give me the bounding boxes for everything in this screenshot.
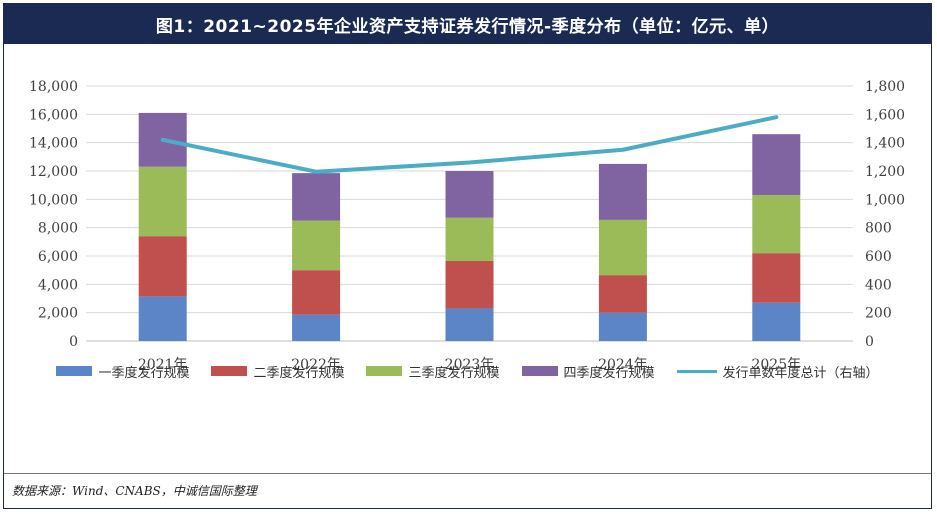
legend-line-swatch: [676, 369, 717, 373]
legend-label: 一季度发行规模: [98, 365, 190, 381]
legend-label: 二季度发行规模: [253, 365, 345, 381]
bar-segment: [445, 308, 494, 341]
legend-swatch: [366, 366, 403, 376]
legend-swatch: [211, 366, 248, 376]
x-tick-label: 2023年: [445, 357, 495, 373]
bar-segment: [752, 302, 801, 341]
chart-svg: 0 0 2,000 200 4,000 400 6,000 600 8,000 800 10,000…: [29, 79, 905, 373]
y-right-tick-label: 800: [865, 221, 892, 237]
legend-item: 二季度发行规模: [211, 362, 344, 381]
legend-swatch: [521, 366, 558, 376]
y-right-tick-label: 200: [865, 306, 892, 322]
legend-item: 发行单数年度总计（右轴）: [676, 362, 879, 381]
bar-segment: [598, 163, 647, 220]
y-right-tick-label: 1,200: [865, 164, 905, 180]
legend-label: 发行单数年度总计（右轴）: [722, 365, 879, 381]
x-tick-label: 2024年: [598, 357, 648, 373]
bar-segment: [292, 220, 341, 271]
source-note: 数据来源：Wind、CNABS，中诚信国际整理: [12, 484, 257, 498]
bar-segment: [752, 134, 801, 196]
line-series-total-issuance: [160, 115, 779, 174]
bar-segment: [445, 217, 494, 261]
bar-segment: [598, 312, 647, 341]
x-tick-label: 2021年: [138, 357, 188, 373]
bar-segment: [598, 219, 647, 276]
legend-swatch: [56, 366, 93, 376]
bar-segment: [292, 314, 341, 341]
y-left-tick-label: 16,000: [29, 107, 78, 123]
y-left-tick-label: 14,000: [29, 136, 78, 152]
y-left-tick-label: 12,000: [29, 164, 78, 180]
y-left-tick-label: 18,000: [29, 79, 78, 95]
y-left-tick-label: 8,000: [38, 221, 78, 237]
bar-segment: [445, 260, 494, 309]
legend-label: 三季度发行规模: [408, 365, 500, 381]
y-left-tick-label: 0: [69, 334, 78, 350]
legend-label: 四季度发行规模: [563, 365, 655, 381]
legend-item: 一季度发行规模: [56, 362, 189, 381]
y-right-tick-label: 1,800: [865, 79, 905, 95]
chart-legend: 一季度发行规模 二季度发行规模 三季度发行规模 四季度发行规模 发行单数年度总计（右轴）: [4, 360, 931, 382]
y-right-tick-label: 1,400: [865, 136, 905, 152]
bar-segment: [292, 270, 341, 315]
x-tick-label: 2022年: [291, 357, 341, 373]
bar-segment: [292, 173, 341, 221]
bar-segment: [138, 296, 187, 341]
y-left-tick-label: 2,000: [38, 306, 78, 322]
bar-segment: [752, 253, 801, 303]
y-right-tick-label: 0: [865, 334, 874, 350]
bar-segment: [138, 236, 187, 297]
bar-segment: [752, 195, 801, 254]
bar-segment: [445, 171, 494, 218]
bar-segment: [598, 275, 647, 313]
bar-segment: [138, 166, 187, 237]
y-left-tick-label: 4,000: [38, 277, 78, 293]
y-right-tick-label: 600: [865, 249, 892, 265]
y-left-tick-label: 10,000: [29, 192, 78, 208]
y-left-tick-label: 6,000: [38, 249, 78, 265]
y-right-tick-label: 1,000: [865, 192, 905, 208]
y-right-tick-label: 400: [865, 277, 892, 293]
chart-area: 0 0 2,000 200 4,000 400 6,000 600 8,000 800 10,000…: [4, 44, 931, 468]
y-right-tick-label: 1,600: [865, 107, 905, 123]
chart-frame: 图1：2021~2025年企业资产支持证券发行情况-季度分布（单位：亿元、单） …: [3, 3, 932, 509]
source-divider: [4, 473, 931, 474]
x-tick-label: 2025年: [751, 357, 801, 373]
legend-item: 三季度发行规模: [366, 362, 500, 381]
chart-title: 图1：2021~2025年企业资产支持证券发行情况-季度分布（单位：亿元、单）: [4, 4, 931, 44]
legend-item: 四季度发行规模: [521, 362, 655, 381]
